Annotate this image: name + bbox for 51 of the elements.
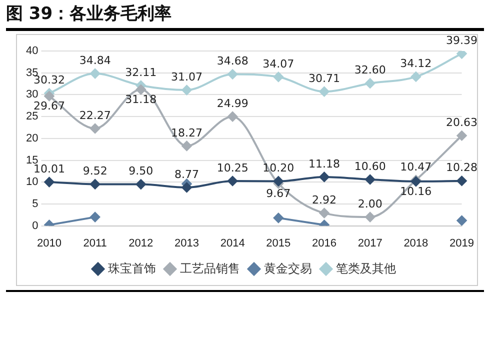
- x-tick-label: 2018: [404, 237, 428, 250]
- data-label: 10.25: [216, 161, 248, 174]
- data-label: 9.67: [266, 186, 291, 200]
- legend-label: 珠宝首饰: [108, 261, 156, 276]
- data-label: 2.00: [358, 197, 382, 210]
- x-tick-label: 2010: [36, 237, 62, 250]
- legend-label: 笔类及其他: [336, 261, 396, 276]
- x-tick-label: 2017: [358, 237, 382, 250]
- x-tick-label: 2011: [83, 237, 107, 250]
- y-tick-label: 40: [26, 45, 38, 58]
- data-label: 32.11: [125, 66, 157, 79]
- x-tick-label: 2015: [266, 237, 291, 250]
- legend-label: 工艺品销售: [180, 261, 240, 276]
- data-label: 9.52: [82, 164, 108, 178]
- y-tick-label: 25: [26, 110, 38, 123]
- data-label: 11.18: [308, 157, 340, 170]
- data-label: 10.28: [446, 161, 478, 174]
- x-tick-label: 2019: [450, 237, 474, 250]
- data-label: 34.68: [216, 54, 248, 68]
- data-label: 24.99: [216, 96, 248, 110]
- x-tick-label: 2013: [174, 237, 199, 250]
- y-tick-label: 0: [32, 220, 38, 232]
- data-label: 32.60: [354, 64, 386, 77]
- data-label: 34.12: [400, 57, 432, 70]
- data-label: 31.07: [170, 70, 202, 84]
- data-label: 10.01: [33, 162, 65, 176]
- x-tick-label: 2016: [312, 237, 336, 250]
- data-label: 20.63: [446, 116, 478, 130]
- data-label: 22.27: [79, 108, 111, 122]
- data-label: 10.20: [262, 162, 294, 175]
- y-tick-label: 30: [26, 88, 38, 101]
- data-label: 34.84: [79, 54, 111, 67]
- data-label: 39.39: [446, 34, 478, 48]
- chart-title: 图 39：各业务毛利率: [6, 3, 172, 25]
- data-label: 30.71: [308, 72, 340, 85]
- data-label: 31.18: [125, 92, 157, 106]
- y-tick-label: 10: [26, 176, 38, 188]
- data-label: 10.47: [400, 160, 432, 174]
- data-label: 10.60: [354, 160, 386, 173]
- data-label: 29.67: [33, 100, 65, 112]
- x-tick-label: 2014: [220, 237, 245, 250]
- data-label: 8.77: [174, 168, 199, 181]
- data-label: 2.92: [312, 193, 337, 206]
- data-label: 10.16: [400, 184, 432, 198]
- y-tick-label: 5: [32, 198, 38, 210]
- y-tick-label: 20: [26, 132, 38, 144]
- legend-label: 黄金交易: [264, 261, 312, 276]
- data-label: 34.07: [262, 57, 294, 70]
- data-label: 9.50: [128, 164, 154, 178]
- data-label: 18.27: [170, 126, 202, 140]
- x-tick-label: 2012: [128, 237, 154, 250]
